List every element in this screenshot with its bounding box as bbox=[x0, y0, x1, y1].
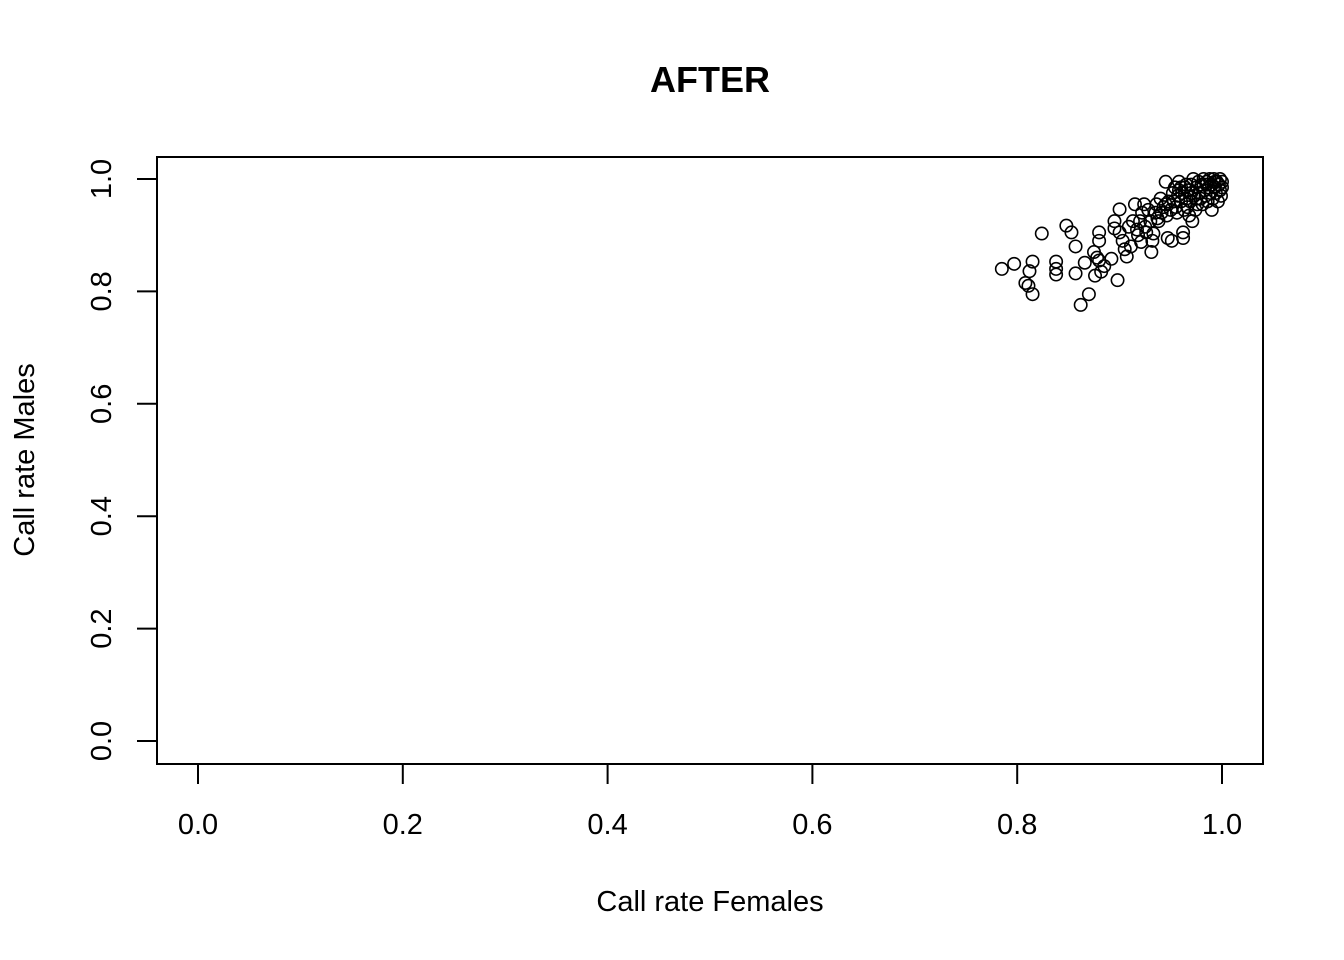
x-axis: 0.0 0.2 0.4 0.6 0.8 1.0 bbox=[178, 763, 1242, 841]
data-point bbox=[1135, 205, 1150, 220]
data-point bbox=[1090, 250, 1105, 265]
x-tick-label: 0.4 bbox=[587, 809, 627, 841]
data-point bbox=[1131, 228, 1146, 243]
data-point bbox=[1064, 225, 1079, 240]
data-point bbox=[1144, 245, 1159, 260]
data-point bbox=[1145, 233, 1160, 248]
data-point bbox=[1049, 254, 1064, 269]
data-point bbox=[1097, 259, 1112, 274]
data-point bbox=[1207, 174, 1222, 189]
data-point bbox=[1176, 225, 1191, 240]
data-point bbox=[1073, 297, 1088, 312]
data-point bbox=[1104, 251, 1119, 266]
x-tick-label: 0.0 bbox=[178, 809, 218, 841]
data-point bbox=[1049, 267, 1064, 282]
x-tick-label: 1.0 bbox=[1202, 809, 1242, 841]
data-point bbox=[1160, 231, 1175, 246]
data-point bbox=[1158, 197, 1173, 212]
data-point bbox=[1117, 242, 1132, 257]
chart-title: AFTER bbox=[650, 59, 770, 100]
y-tick-label: 1.0 bbox=[86, 159, 118, 199]
x-axis-label: Call rate Females bbox=[596, 886, 823, 918]
data-point bbox=[1092, 233, 1107, 248]
data-point bbox=[1213, 188, 1228, 203]
data-point bbox=[1176, 231, 1191, 246]
x-tick-label: 0.6 bbox=[792, 809, 832, 841]
data-point bbox=[1068, 266, 1083, 281]
data-point bbox=[1125, 214, 1140, 229]
x-tick-label: 0.2 bbox=[383, 809, 423, 841]
data-point bbox=[1164, 233, 1179, 248]
data-point bbox=[1199, 177, 1214, 192]
data-point bbox=[1068, 239, 1083, 254]
data-point bbox=[1081, 287, 1096, 302]
data-point bbox=[1158, 174, 1173, 189]
data-point bbox=[1007, 256, 1022, 271]
data-point bbox=[1174, 180, 1189, 195]
data-point bbox=[1112, 202, 1127, 217]
y-tick-label: 0.6 bbox=[86, 384, 118, 424]
data-point bbox=[1150, 211, 1165, 226]
data-point bbox=[1130, 222, 1145, 237]
data-point bbox=[1077, 255, 1092, 270]
y-tick-label: 0.4 bbox=[86, 496, 118, 536]
data-point bbox=[1022, 264, 1037, 279]
plot-frame bbox=[156, 156, 1264, 765]
y-tick-label: 0.2 bbox=[86, 608, 118, 648]
data-point bbox=[1025, 254, 1040, 269]
data-point bbox=[1092, 225, 1107, 240]
data-point bbox=[1034, 226, 1049, 241]
data-point bbox=[1018, 275, 1033, 290]
data-point bbox=[1049, 261, 1064, 276]
data-point bbox=[1025, 287, 1040, 302]
data-points bbox=[994, 172, 1230, 312]
y-tick-label: 0.0 bbox=[86, 721, 118, 761]
y-tick-label: 0.8 bbox=[86, 271, 118, 311]
data-point bbox=[1021, 278, 1036, 293]
data-point bbox=[1215, 174, 1230, 189]
data-point bbox=[1146, 226, 1161, 241]
y-axis: 0.0 0.2 0.4 0.6 0.8 1.0 bbox=[86, 159, 158, 761]
data-point bbox=[1107, 214, 1122, 229]
data-point bbox=[1127, 197, 1142, 212]
data-point bbox=[1110, 273, 1125, 288]
x-tick-label: 0.8 bbox=[997, 809, 1037, 841]
y-axis-label: Call rate Males bbox=[9, 363, 41, 556]
data-point bbox=[994, 261, 1009, 276]
